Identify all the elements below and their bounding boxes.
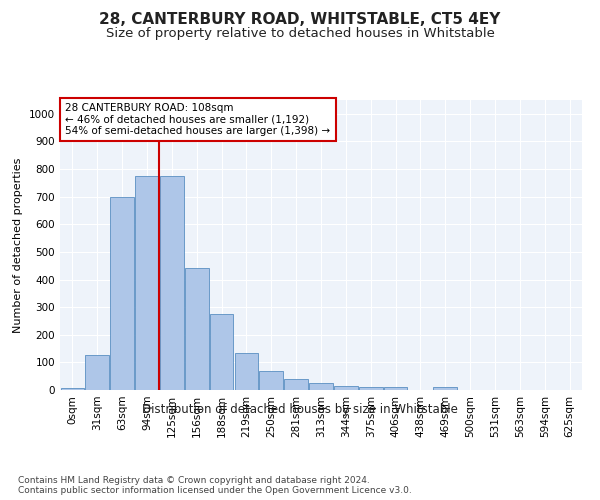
Bar: [284, 379, 308, 390]
Bar: [185, 268, 209, 390]
Bar: [160, 176, 184, 390]
Bar: [110, 196, 134, 390]
Bar: [210, 314, 233, 390]
Bar: [235, 352, 258, 390]
Bar: [334, 386, 358, 390]
Text: Size of property relative to detached houses in Whitstable: Size of property relative to detached ho…: [106, 28, 494, 40]
Text: Contains HM Land Registry data © Crown copyright and database right 2024.
Contai: Contains HM Land Registry data © Crown c…: [18, 476, 412, 495]
Bar: [384, 387, 407, 390]
Bar: [433, 387, 457, 390]
Y-axis label: Number of detached properties: Number of detached properties: [13, 158, 23, 332]
Bar: [61, 388, 84, 390]
Bar: [135, 176, 159, 390]
Bar: [259, 370, 283, 390]
Text: 28, CANTERBURY ROAD, WHITSTABLE, CT5 4EY: 28, CANTERBURY ROAD, WHITSTABLE, CT5 4EY: [100, 12, 500, 28]
Text: Distribution of detached houses by size in Whitstable: Distribution of detached houses by size …: [142, 402, 458, 415]
Bar: [359, 386, 383, 390]
Text: 28 CANTERBURY ROAD: 108sqm
← 46% of detached houses are smaller (1,192)
54% of s: 28 CANTERBURY ROAD: 108sqm ← 46% of deta…: [65, 103, 331, 136]
Bar: [85, 354, 109, 390]
Bar: [309, 383, 333, 390]
